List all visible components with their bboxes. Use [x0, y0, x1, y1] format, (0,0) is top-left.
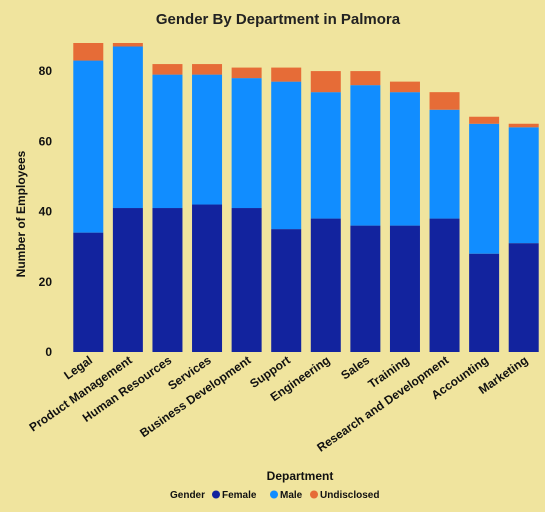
legend-marker-male — [270, 490, 278, 499]
bar-support-undisclosed[interactable] — [271, 67, 302, 82]
bar-support-male[interactable] — [271, 81, 302, 230]
chart-title: Gender By Department in Palmora — [156, 11, 401, 28]
bar-services-female[interactable] — [192, 204, 223, 352]
bar-accounting-male[interactable] — [469, 123, 500, 254]
bar-marketing-female[interactable] — [508, 243, 539, 352]
bar-marketing-undisclosed[interactable] — [508, 123, 539, 128]
y-tick-label: 0 — [45, 345, 52, 359]
bar-research-and-development-male[interactable] — [429, 109, 460, 219]
bar-support-female[interactable] — [271, 229, 302, 352]
legend-marker-undisclosed — [310, 490, 318, 499]
bar-business-development-male[interactable] — [231, 78, 262, 209]
y-tick-label: 20 — [39, 275, 53, 289]
bar-services-male[interactable] — [192, 74, 223, 205]
bar-legal-male[interactable] — [73, 60, 104, 233]
bar-sales-male[interactable] — [350, 85, 381, 226]
bar-product-management-male[interactable] — [112, 46, 143, 209]
bar-research-and-development-female[interactable] — [429, 218, 460, 352]
bar-engineering-female[interactable] — [310, 218, 341, 352]
bar-human-resources-undisclosed[interactable] — [152, 64, 183, 75]
legend-marker-female — [212, 490, 220, 499]
y-tick-label: 40 — [39, 205, 53, 219]
bar-business-development-undisclosed[interactable] — [231, 67, 262, 79]
bars-area — [73, 43, 539, 352]
bar-training-male[interactable] — [389, 92, 420, 226]
y-axis: 0 20 40 60 80 — [39, 64, 53, 359]
bar-research-and-development-undisclosed[interactable] — [429, 92, 460, 110]
bar-services-undisclosed[interactable] — [192, 64, 223, 75]
bar-product-management-undisclosed[interactable] — [112, 43, 143, 47]
bar-engineering-male[interactable] — [310, 92, 341, 219]
bar-human-resources-female[interactable] — [152, 208, 183, 352]
legend-label-undisclosed[interactable]: Undisclosed — [320, 490, 379, 501]
bar-accounting-female[interactable] — [469, 253, 500, 352]
bar-legal-undisclosed[interactable] — [73, 43, 104, 61]
y-tick-label: 80 — [39, 64, 53, 78]
bar-sales-female[interactable] — [350, 225, 381, 352]
bar-business-development-female[interactable] — [231, 208, 262, 352]
bar-human-resources-male[interactable] — [152, 74, 183, 209]
bar-marketing-male[interactable] — [508, 127, 539, 244]
y-tick-label: 60 — [39, 134, 53, 148]
bar-legal-female[interactable] — [73, 232, 104, 352]
legend-title: Gender — [170, 490, 205, 501]
legend: Gender Female Male Undisclosed — [170, 490, 379, 501]
bar-product-management-female[interactable] — [112, 208, 143, 352]
bar-training-female[interactable] — [389, 225, 420, 352]
legend-label-female[interactable]: Female — [222, 490, 257, 501]
y-axis-title: Number of Employees — [14, 150, 28, 277]
bar-training-undisclosed[interactable] — [389, 81, 420, 93]
bar-accounting-undisclosed[interactable] — [469, 116, 500, 124]
bar-engineering-undisclosed[interactable] — [310, 71, 341, 93]
bar-sales-undisclosed[interactable] — [350, 71, 381, 86]
x-axis-title: Department — [267, 469, 334, 483]
legend-label-male[interactable]: Male — [280, 490, 303, 501]
